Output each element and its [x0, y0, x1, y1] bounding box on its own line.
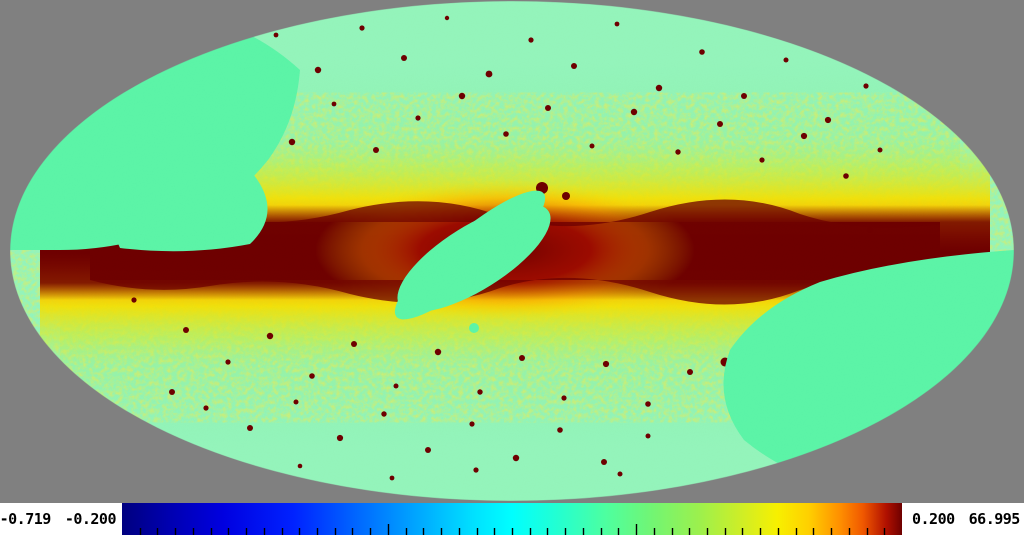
colorbar-ticks [139, 524, 886, 535]
colorbar-low-break-label: -0.200 [64, 510, 117, 528]
colorbar-max-label: 66.995 [968, 510, 1021, 528]
colorbar: -0.719 -0.200 0.200 66.995 [0, 503, 1024, 535]
sky-map-canvas [9, 0, 1015, 502]
map-boundary [9, 0, 1015, 502]
colorbar-left-labels: -0.719 -0.200 [0, 503, 122, 535]
mollweide-projection [9, 0, 1015, 502]
colorbar-high-break-label: 0.200 [912, 510, 955, 528]
colorbar-scale[interactable] [122, 503, 902, 535]
colorbar-min-label: -0.719 [0, 510, 51, 528]
pixel-grain-overlay [10, 1, 1014, 501]
colorbar-right-labels: 0.200 66.995 [902, 503, 1024, 535]
